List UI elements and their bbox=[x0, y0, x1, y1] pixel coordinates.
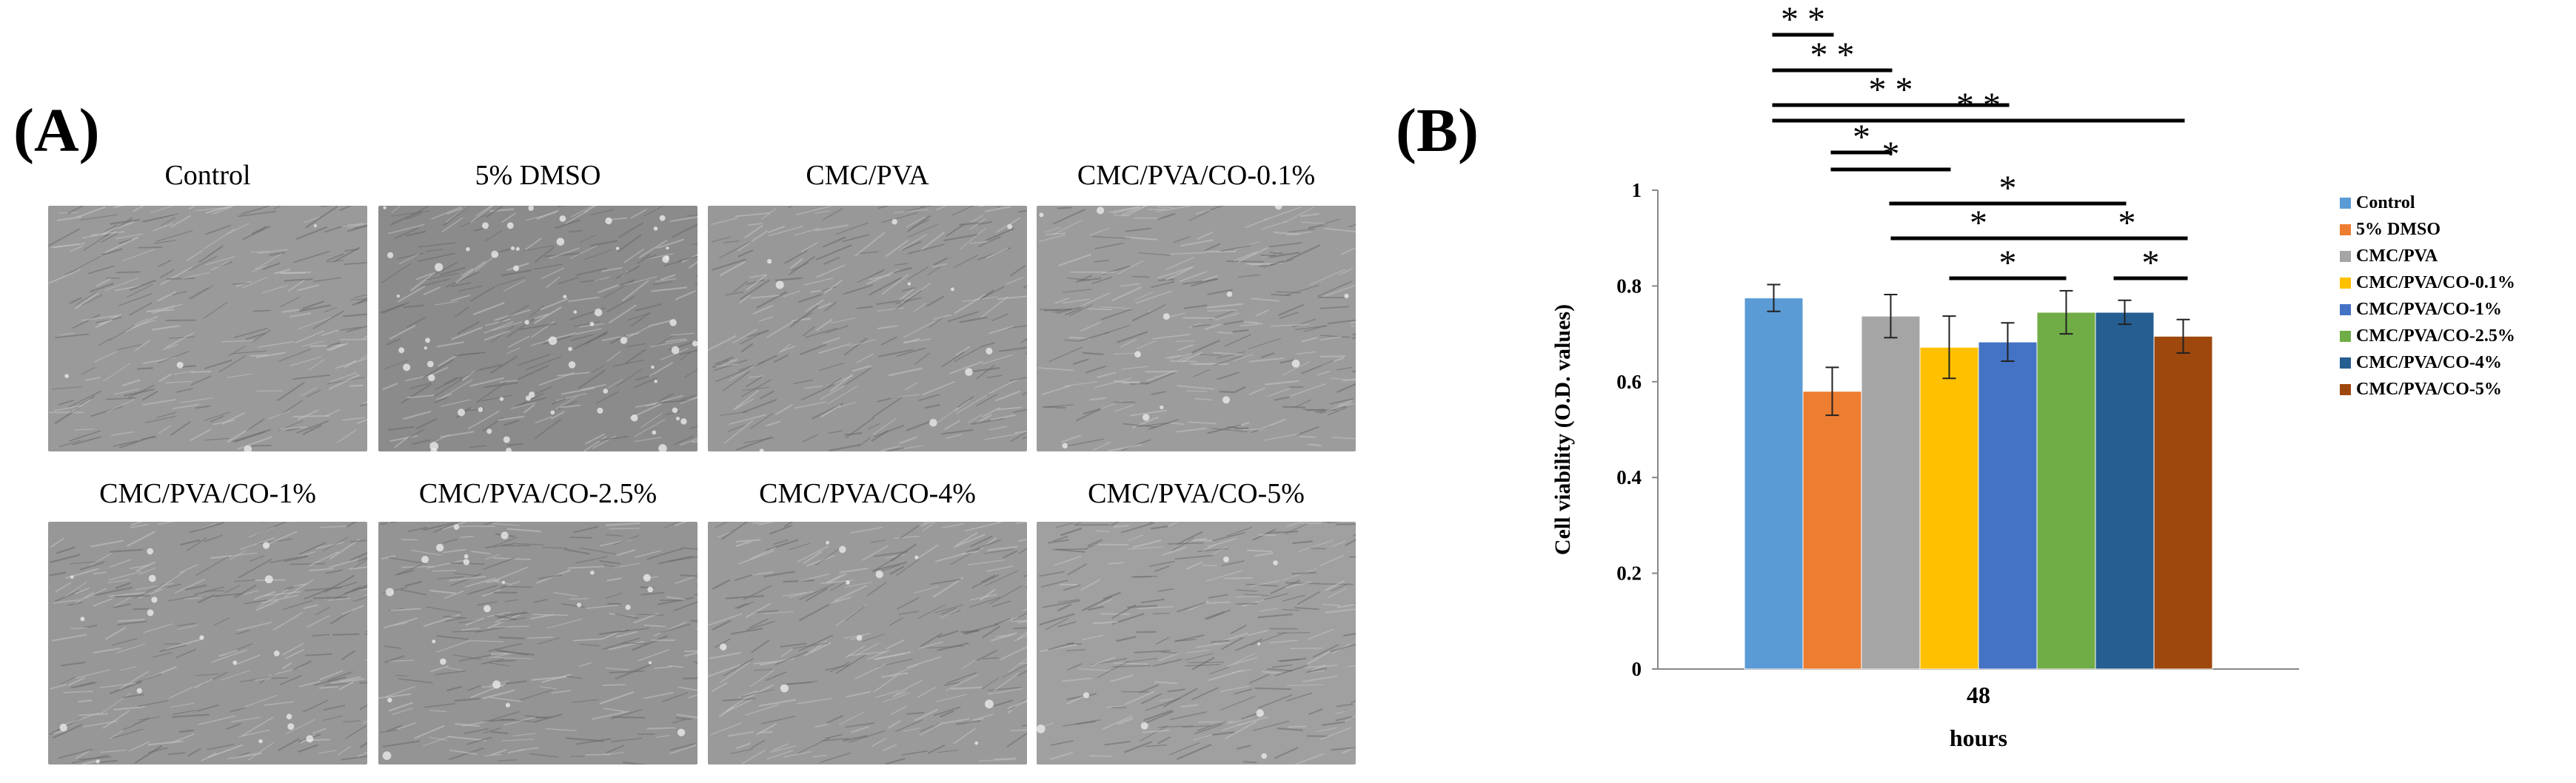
legend-label: 5% DMSO bbox=[2356, 220, 2440, 239]
y-tick-label: 0.4 bbox=[1616, 466, 1642, 488]
micrograph-image bbox=[48, 522, 367, 764]
y-tick-label: 0.2 bbox=[1616, 562, 1642, 585]
bar bbox=[1978, 341, 2038, 670]
micrograph-caption: CMC/PVA/CO-5% bbox=[1088, 478, 1305, 509]
significance-mark: * bbox=[1882, 135, 1900, 174]
micrograph-caption: CMC/PVA/CO-1% bbox=[99, 478, 316, 509]
panel-b-label: (B) bbox=[1396, 96, 1479, 165]
legend-swatch bbox=[2340, 331, 2351, 342]
legend-label: CMC/PVA/CO-4% bbox=[2356, 353, 2502, 372]
micrograph-caption: Control bbox=[164, 160, 251, 191]
legend-label: CMC/PVA/CO-5% bbox=[2356, 380, 2502, 399]
significance-mark: * * bbox=[1810, 36, 1855, 75]
legend-label: CMC/PVA bbox=[2356, 246, 2438, 266]
legend-label: CMC/PVA/CO-0.1% bbox=[2356, 273, 2515, 292]
micrograph-image bbox=[708, 522, 1027, 764]
legend-swatch bbox=[2340, 198, 2351, 209]
micrograph-caption: CMC/PVA/CO-0.1% bbox=[1077, 160, 1316, 191]
micrograph-image bbox=[1037, 522, 1356, 764]
significance-mark: * * bbox=[1781, 0, 1825, 39]
micrograph-image bbox=[708, 206, 1027, 451]
legend-swatch bbox=[2340, 224, 2351, 235]
significance-mark: * bbox=[1970, 204, 1987, 243]
bar bbox=[2036, 312, 2096, 670]
bar bbox=[1744, 298, 1804, 670]
panel-a-label: (A) bbox=[13, 96, 100, 165]
legend-swatch bbox=[2340, 304, 2351, 315]
significance-mark: * bbox=[1999, 243, 2017, 283]
significance-mark: * * bbox=[1869, 70, 1913, 110]
micrograph-caption: 5% DMSO bbox=[475, 160, 601, 191]
legend-swatch bbox=[2340, 384, 2351, 395]
micrograph-image bbox=[48, 206, 367, 451]
legend-swatch bbox=[2340, 278, 2351, 289]
legend-swatch bbox=[2340, 357, 2351, 369]
micrograph-caption: CMC/PVA/CO-4% bbox=[759, 478, 976, 509]
significance-mark: * bbox=[1999, 169, 2017, 208]
legend-label: CMC/PVA/CO-2.5% bbox=[2356, 326, 2515, 346]
bar bbox=[2095, 312, 2155, 670]
legend-label: CMC/PVA/CO-1% bbox=[2356, 300, 2502, 319]
y-axis-label: Cell viability (O.D. values) bbox=[1550, 304, 1575, 555]
y-tick-label: 1 bbox=[1632, 179, 1642, 201]
y-tick-label: 0 bbox=[1632, 658, 1642, 680]
micrograph-image bbox=[1037, 206, 1356, 451]
significance-mark: * bbox=[2118, 204, 2136, 243]
bar bbox=[1861, 315, 1921, 670]
bar bbox=[1919, 346, 1979, 670]
legend-label: Control bbox=[2356, 193, 2415, 212]
cell-viability-chart: 0 0.2 0.4 0.6 0.8 1 Cell viability (O.D. value… bbox=[1550, 0, 2515, 751]
bar bbox=[2153, 335, 2213, 670]
y-tick-label: 0.8 bbox=[1616, 275, 1642, 297]
legend-swatch bbox=[2340, 251, 2351, 262]
significance-mark: * bbox=[2142, 243, 2160, 283]
x-tick-label: 48 bbox=[1967, 682, 1990, 708]
micrograph-image bbox=[378, 206, 697, 451]
significance-mark: * bbox=[1853, 118, 1870, 157]
bar bbox=[1802, 391, 1862, 670]
micrograph-caption: CMC/PVA/CO-2.5% bbox=[418, 478, 658, 509]
micrograph-image bbox=[378, 522, 697, 764]
x-axis-label: hours bbox=[1950, 725, 2007, 751]
y-tick-label: 0.6 bbox=[1616, 371, 1642, 393]
micrograph-caption: CMC/PVA bbox=[806, 160, 929, 191]
significance-mark: * * bbox=[1956, 86, 2001, 125]
